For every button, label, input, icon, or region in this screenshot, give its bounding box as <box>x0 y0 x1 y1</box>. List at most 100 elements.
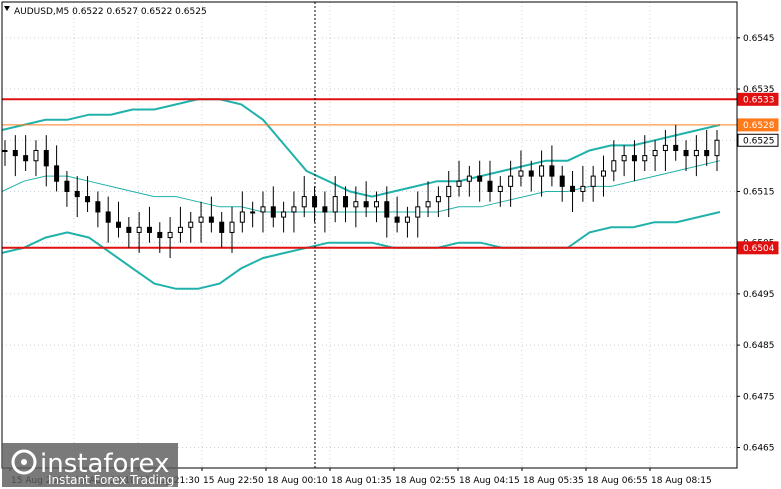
candle-body <box>373 201 379 208</box>
candle-body <box>487 180 493 192</box>
candle-body <box>281 211 287 218</box>
collapse-triangle-icon[interactable] <box>4 6 10 11</box>
instaforex-logo-icon <box>11 449 37 475</box>
candle-body <box>85 196 91 203</box>
x-tick-label: 18 Aug 08:15 <box>651 476 712 486</box>
x-tick-label: 18 Aug 06:55 <box>587 476 648 486</box>
x-tick-label: 18 Aug 05:35 <box>523 476 584 486</box>
y-tick-label: 0.6465 <box>743 444 775 454</box>
candle-body <box>177 226 183 233</box>
watermark-bg <box>2 443 178 487</box>
candle-body <box>425 201 431 208</box>
candle-body <box>74 190 80 198</box>
candle-body <box>198 216 204 223</box>
candle-body <box>497 185 503 192</box>
candle-body <box>477 175 483 182</box>
candle-body <box>270 206 276 218</box>
candle-body <box>631 155 637 162</box>
y-tick-label: 0.6545 <box>743 34 775 44</box>
candle-body <box>466 175 472 182</box>
y-tick-label: 0.6495 <box>743 290 775 300</box>
candle-body <box>673 144 679 152</box>
watermark-tagline: Instant Forex Trading <box>48 473 174 487</box>
candle-body <box>539 165 545 177</box>
candle-body <box>570 185 576 192</box>
candle-body <box>208 216 214 223</box>
candle-body <box>435 196 441 203</box>
x-tick-label: 18 Aug 02:55 <box>395 476 456 486</box>
candle-body <box>353 201 359 208</box>
candle-body <box>105 211 111 223</box>
bollinger-upper-line <box>1 98 721 198</box>
price-label-text: 0.6528 <box>743 121 775 131</box>
candle-body <box>291 206 297 213</box>
candle-body <box>415 206 421 218</box>
candle-body <box>363 201 369 208</box>
candle-body <box>621 155 627 162</box>
y-tick-label: 0.6515 <box>743 187 775 197</box>
candle-body <box>580 185 586 192</box>
candle-body <box>456 180 462 187</box>
instaforex-logo-dot-icon <box>21 459 27 465</box>
price-label-bg <box>737 241 779 255</box>
x-tick-label: 18 Aug 01:35 <box>331 476 392 486</box>
price-label-bg <box>737 118 779 132</box>
x-tick-label: 15 Aug 22:50 <box>203 476 264 486</box>
candle-body <box>136 226 142 233</box>
candle-body <box>64 180 70 192</box>
price-label-text: 0.6525 <box>743 136 775 146</box>
y-tick-label: 0.6535 <box>743 85 775 95</box>
watermark: instaforex Instant Forex Trading <box>2 443 178 487</box>
candle-body <box>43 150 49 167</box>
candle-body <box>260 206 266 213</box>
candle-body <box>188 221 194 228</box>
candle-body <box>693 150 699 157</box>
price-label-bg <box>737 133 779 147</box>
candle-body <box>126 226 132 233</box>
candle-body <box>404 216 410 223</box>
candle-body <box>446 185 452 198</box>
candle-body <box>95 201 101 213</box>
candle-body <box>662 144 668 152</box>
symbol-ohlc-text: AUDUSD,M5 0.6522 0.6527 0.6522 0.6525 <box>14 7 207 17</box>
candle-body <box>229 221 235 233</box>
bollinger-lower-line <box>1 211 721 290</box>
candle-body <box>394 216 400 223</box>
candle-body <box>239 211 245 223</box>
candle-body <box>12 150 18 157</box>
candle-body <box>219 221 225 233</box>
candle-body <box>2 150 8 153</box>
candle-body <box>384 201 390 218</box>
candle-body <box>611 160 617 172</box>
candle-body <box>146 226 152 233</box>
candle-body <box>652 150 658 157</box>
candle-body <box>508 175 514 187</box>
price-label-text: 0.6504 <box>743 244 775 254</box>
candle-body <box>528 170 534 177</box>
candle-body <box>322 206 328 213</box>
bollinger-middle-line <box>1 160 721 213</box>
x-tick-label: 18 Aug 00:10 <box>267 476 328 486</box>
chart-title: AUDUSD,M5 0.6522 0.6527 0.6522 0.6525 <box>4 6 207 17</box>
candle-body <box>683 150 689 157</box>
candle-body <box>54 165 60 182</box>
watermark-brand: instaforex <box>40 449 169 479</box>
candle-body <box>157 231 163 239</box>
candle-body <box>714 139 720 157</box>
y-tick-label: 0.6475 <box>743 392 775 402</box>
candle-body <box>250 211 256 214</box>
price-label-text: 0.6533 <box>743 95 775 105</box>
candle-body <box>559 175 565 187</box>
candle-body <box>301 196 307 208</box>
candle-body <box>343 196 349 208</box>
candle-body <box>642 155 648 162</box>
candle-body <box>590 175 596 187</box>
candle-body <box>23 155 29 162</box>
candle-body <box>549 165 555 177</box>
candle-body <box>518 170 524 177</box>
plot-frame <box>1 1 738 469</box>
candle-body <box>116 221 122 228</box>
price-label-bg <box>737 92 779 106</box>
